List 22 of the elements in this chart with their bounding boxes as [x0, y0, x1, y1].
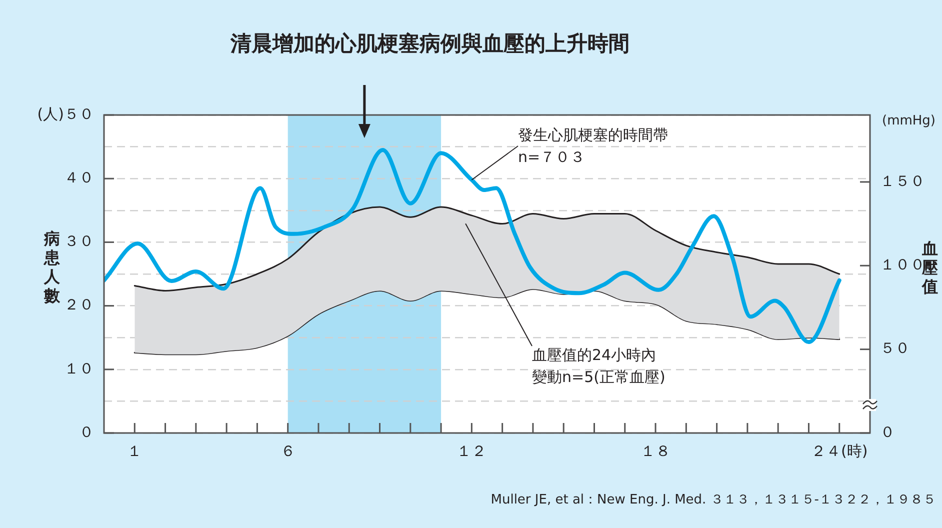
line-series	[134, 206, 840, 292]
x-tick-label: ２４(時)	[811, 442, 868, 460]
line-series	[104, 148, 842, 344]
y-tick-label: ４０	[64, 168, 94, 186]
y-tick-label: １０	[64, 359, 94, 378]
text: 血壓值的24小時內變動n=5(正常血壓)	[532, 346, 666, 386]
y-tick-label: ３０	[64, 232, 94, 250]
y-tick-label: ２０	[64, 296, 94, 314]
x-tick-label: ６	[280, 442, 296, 460]
x-tick-label: １８	[640, 442, 671, 460]
x-tick-label: １２	[456, 442, 487, 460]
y-tick-label: ０	[79, 422, 94, 441]
y2-tick-label: ５０	[880, 339, 910, 358]
x-tick-label: １	[127, 442, 142, 460]
y2-tick-label: ０	[880, 422, 895, 441]
y2-tick-label: １５０	[880, 172, 925, 190]
y-tick-label: (人)５０	[37, 104, 94, 123]
y-axis-title: 病患人數	[43, 229, 61, 306]
chart-title: 清晨增加的心肌梗塞病例與血壓的上升時間	[230, 31, 630, 56]
text: (mmHg)	[882, 113, 936, 128]
text: 發生心肌梗塞的時間帶n=７０３	[518, 126, 668, 166]
text: Muller JE, et al：New Eng. J. Med. ３１３，１３１５-１３２２，１９８５	[490, 492, 936, 508]
